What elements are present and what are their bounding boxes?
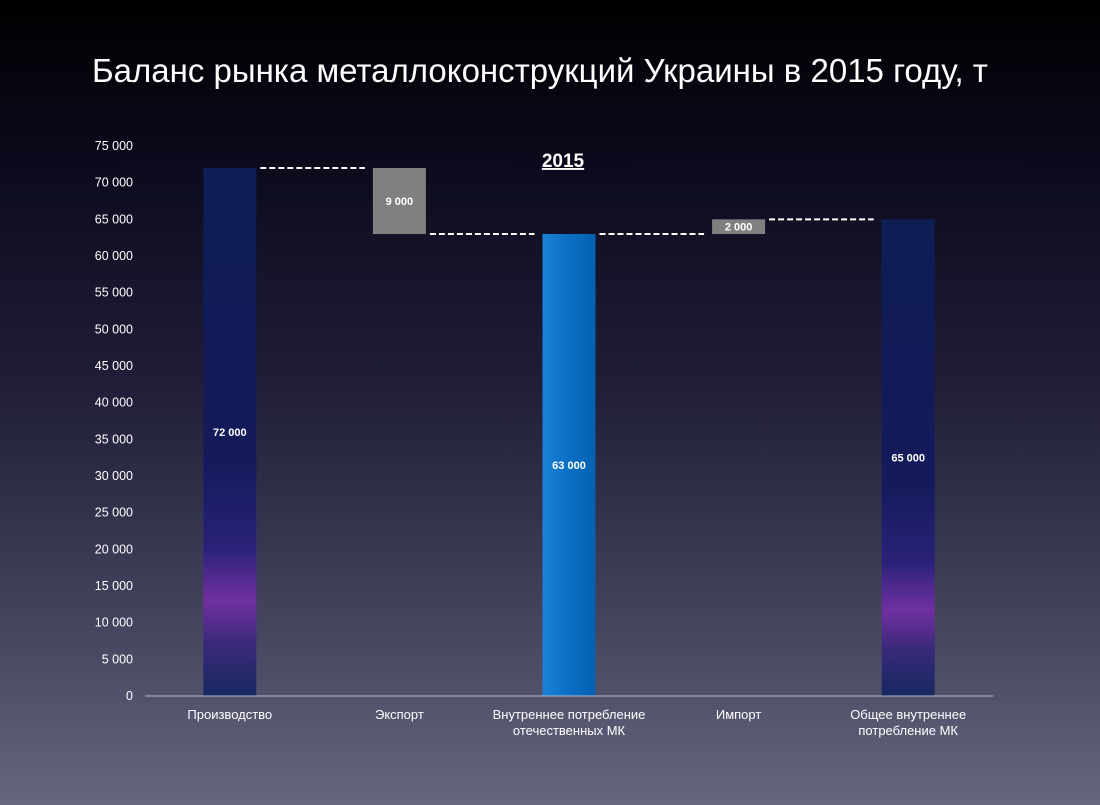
data-label: 65 000 (891, 453, 925, 465)
x-category-label: Производство (187, 707, 272, 722)
data-label: 63 000 (552, 460, 586, 472)
bars (203, 168, 935, 697)
y-tick-label: 35 000 (95, 432, 133, 446)
data-label: 72 000 (213, 427, 247, 439)
y-tick-label: 65 000 (95, 212, 133, 226)
y-tick-label: 20 000 (95, 542, 133, 556)
data-labels: 72 000 9 000 63 000 2 000 65 000 (213, 196, 925, 472)
bar (372, 168, 426, 234)
y-tick-label: 0 (126, 689, 133, 703)
x-category-label: Импорт (716, 707, 761, 722)
bar (712, 219, 766, 234)
page-title: Баланс рынка металлоконструкций Украины … (92, 52, 988, 89)
y-tick-label: 25 000 (95, 506, 133, 520)
data-label: 2 000 (725, 222, 753, 234)
y-tick-label: 60 000 (95, 249, 133, 263)
y-tick-label: 70 000 (95, 176, 133, 190)
y-tick-label: 15 000 (95, 579, 133, 593)
bar (203, 168, 257, 696)
connector-lines (260, 167, 874, 235)
x-axis: Производство Экспорт Внутреннее потреблени… (145, 695, 993, 738)
y-tick-label: 50 000 (95, 322, 133, 336)
y-tick-label: 5 000 (102, 652, 133, 666)
y-tick-label: 55 000 (95, 286, 133, 300)
y-tick-label: 30 000 (95, 469, 133, 483)
y-tick-label: 10 000 (95, 616, 133, 630)
bar (542, 234, 596, 696)
x-category-label: Внутреннее потребление отечественных МК (493, 707, 646, 738)
y-tick-label: 40 000 (95, 396, 133, 410)
data-label: 9 000 (386, 196, 414, 208)
bar (881, 219, 935, 697)
y-axis: 0 5 000 10 000 15 000 20 000 25 000 30 000 35 0… (95, 139, 133, 703)
x-category-label: Экспорт (375, 707, 424, 722)
y-tick-label: 75 000 (95, 139, 133, 153)
y-tick-label: 45 000 (95, 359, 133, 373)
year-annotation: 2015 (542, 151, 585, 172)
x-category-label: Общее внутреннее потребление МК (850, 707, 966, 738)
